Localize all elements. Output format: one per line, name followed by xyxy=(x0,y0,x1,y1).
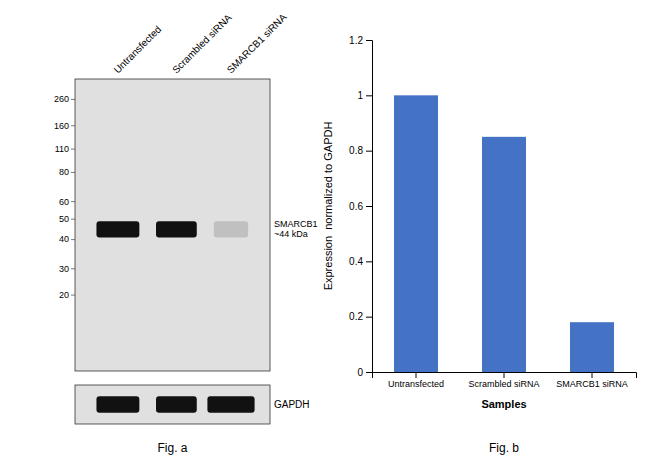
bar xyxy=(482,137,526,372)
y-tick-mark xyxy=(366,40,372,41)
x-tick-mark xyxy=(416,372,417,378)
caption: Fig. b xyxy=(489,441,519,455)
x-axis-line xyxy=(373,373,637,379)
x-tick: SMARCB1 siRNA xyxy=(556,372,628,389)
x-tick: Scrambled siRNA xyxy=(468,372,539,389)
ladder-label: 50 xyxy=(59,214,69,224)
y-tick-label: 1.2 xyxy=(349,35,363,46)
y-tick-label: 0.2 xyxy=(349,311,363,322)
y-axis-line xyxy=(366,41,373,373)
bar xyxy=(570,322,614,372)
lane-label: SMARCB1 siRNA xyxy=(225,11,289,75)
y-tick-label: 0.8 xyxy=(349,145,363,156)
x-tick: Untransfected xyxy=(388,372,444,389)
y-tick: 0.4 xyxy=(349,256,372,267)
x-tick-label: Untransfected xyxy=(388,379,444,389)
band-label-line: SMARCB1 xyxy=(274,219,318,229)
y-tick: 0.6 xyxy=(349,201,372,212)
y-tick-label: 1 xyxy=(357,90,363,101)
x-tick-mark xyxy=(592,372,593,378)
ladder-tick xyxy=(71,239,75,240)
ladder-tick xyxy=(71,172,75,173)
bars xyxy=(394,95,614,372)
y-tick: 0.2 xyxy=(349,311,372,322)
ladder-tick xyxy=(71,125,75,126)
ladder-tick xyxy=(71,99,75,100)
ladder-label: 40 xyxy=(59,234,69,244)
bar xyxy=(394,95,438,372)
figure: 260160110806050403020UntransfectedScramb… xyxy=(0,0,650,463)
ladder-label: 110 xyxy=(55,144,69,154)
loading-band xyxy=(156,396,197,412)
loading-band xyxy=(207,396,254,412)
ladder-label: 60 xyxy=(59,197,69,207)
caption: Fig. a xyxy=(157,441,187,455)
ladder-tick xyxy=(71,201,75,202)
ladder-tick xyxy=(71,219,75,220)
ladder-tick xyxy=(71,295,75,296)
ladder-label: 80 xyxy=(59,167,69,177)
y-tick-mark xyxy=(366,206,372,207)
y-tick-mark xyxy=(366,151,372,152)
ladder-label: 20 xyxy=(59,290,69,300)
ladder-label: 160 xyxy=(54,121,69,131)
x-axis: Untransfected Scrambled siRNA SMARCB1 siRN… xyxy=(373,372,637,389)
blot-band xyxy=(96,221,139,237)
blot-membrane xyxy=(75,79,270,371)
y-tick-label: 0.4 xyxy=(349,256,363,267)
blot-band xyxy=(156,221,197,237)
y-tick: 0.8 xyxy=(349,145,372,156)
loading-label: GAPDH xyxy=(274,399,310,410)
lane-label: Scrambled siRNA xyxy=(170,12,234,76)
loading-membrane xyxy=(75,385,270,424)
y-tick-mark xyxy=(366,261,372,262)
ladder-tick xyxy=(71,149,75,150)
lane-label: Untransfected xyxy=(112,24,164,76)
x-tick-mark xyxy=(504,372,505,378)
y-tick: 1.2 xyxy=(349,35,372,46)
ladder-label: 30 xyxy=(59,264,69,274)
x-axis-title: Samples xyxy=(481,398,526,410)
y-tick: 0 xyxy=(357,367,372,378)
blot-panel: 260 160 110 80 60 50 40 30 20 UntransfectedScramb… xyxy=(54,11,318,455)
ladder-label: 260 xyxy=(54,94,69,104)
y-axis-title: Expression normalized to GAPDH xyxy=(322,122,334,291)
y-tick: 1 xyxy=(357,90,372,101)
blot-band xyxy=(214,221,248,237)
x-tick-label: Scrambled siRNA xyxy=(468,379,539,389)
y-tick-mark xyxy=(366,95,372,96)
band-label-line: ~44 kDa xyxy=(274,229,308,239)
y-tick-label: 0.6 xyxy=(349,201,363,212)
y-tick-mark xyxy=(366,372,372,373)
y-axis: 0 0.2 0.4 0.6 0.8 1 1.2 xyxy=(349,35,372,378)
band-label: SMARCB1~44 kDa xyxy=(274,219,318,239)
ladder-tick xyxy=(71,268,75,269)
bar-panel: 0 0.2 0.4 0.6 0.8 1 1.2 Untransfected Scrambled … xyxy=(322,35,637,455)
y-tick-mark xyxy=(366,317,372,318)
loading-band xyxy=(96,396,139,412)
y-tick-label: 0 xyxy=(357,367,363,378)
x-tick-label: SMARCB1 siRNA xyxy=(556,379,628,389)
